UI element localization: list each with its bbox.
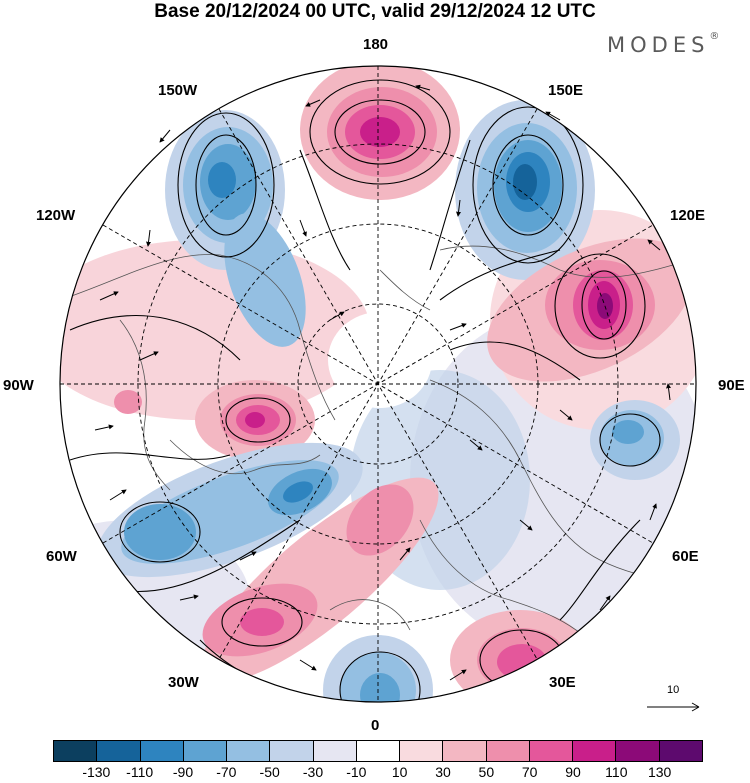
colorbar-tick-label: 110	[605, 764, 628, 780]
lon-label-120e: 120E	[670, 207, 706, 224]
colorbar-swatch	[616, 741, 660, 761]
colorbar-swatch	[183, 741, 228, 761]
colorbar-tick-label: 70	[521, 764, 538, 780]
lon-label-120w: 120W	[36, 207, 76, 224]
colorbar-tick-label: -70	[216, 764, 237, 780]
lon-label-0: 0	[371, 717, 380, 734]
colorbar-swatch	[573, 741, 617, 761]
colorbar-tick-label: -90	[172, 764, 194, 780]
modes-logo: MODES®	[607, 31, 720, 57]
reference-vector-arrow	[647, 702, 700, 712]
colorbar-tick-label: -10	[346, 764, 367, 780]
graticule	[60, 66, 696, 702]
map-boundary	[59, 65, 697, 703]
lon-label-90e: 90E	[718, 377, 745, 394]
lon-label-90w: 90W	[3, 377, 34, 394]
colorbar-tick-label: -30	[302, 764, 324, 780]
colorbar	[53, 740, 703, 762]
registered-mark: ®	[709, 31, 720, 42]
colorbar-swatch	[443, 741, 487, 761]
lon-label-150e: 150E	[548, 82, 584, 99]
lon-label-60e: 60E	[672, 548, 699, 565]
colorbar-swatch	[54, 741, 98, 761]
colorbar-swatch	[270, 741, 314, 761]
colorbar-swatch	[486, 741, 530, 761]
colorbar-swatch	[140, 741, 184, 761]
colorbar-tick-label: 90	[565, 764, 581, 780]
lon-label-30e: 30E	[549, 674, 576, 691]
colorbar-tick-label: 10	[391, 764, 408, 780]
brand-text: MODES	[607, 33, 710, 57]
lon-label-150w: 150W	[158, 82, 198, 99]
lon-label-180: 180	[363, 36, 389, 53]
colorbar-swatch	[97, 741, 141, 761]
colorbar-tick-label: -130	[82, 764, 111, 780]
colorbar-tick-label: 50	[478, 764, 495, 780]
colorbar-swatch	[227, 741, 271, 761]
colorbar-swatch	[400, 741, 444, 761]
colorbar-swatch	[313, 741, 357, 761]
colorbar-tick-label: -50	[259, 764, 280, 780]
colorbar-tick-label: -110	[126, 764, 154, 780]
colorbar-swatch	[529, 741, 574, 761]
colorbar-swatch	[356, 741, 401, 761]
colorbar-swatch	[659, 741, 702, 761]
map-title: Base 20/12/2024 00 UTC, valid 29/12/2024…	[154, 1, 596, 22]
colorbar-ticks: -130 -110 -90 -70 -50 -30 -10 10 30 50 70 90 110 130	[0, 764, 750, 782]
lon-label-60w: 60W	[46, 548, 77, 565]
streamlines	[69, 79, 661, 702]
colorbar-tick-label: 130	[647, 764, 672, 780]
reference-vector-label: 10	[667, 684, 680, 696]
lon-label-30w: 30W	[168, 674, 199, 691]
wind-arrows	[94, 84, 671, 681]
colorbar-tick-label: 30	[435, 764, 451, 780]
